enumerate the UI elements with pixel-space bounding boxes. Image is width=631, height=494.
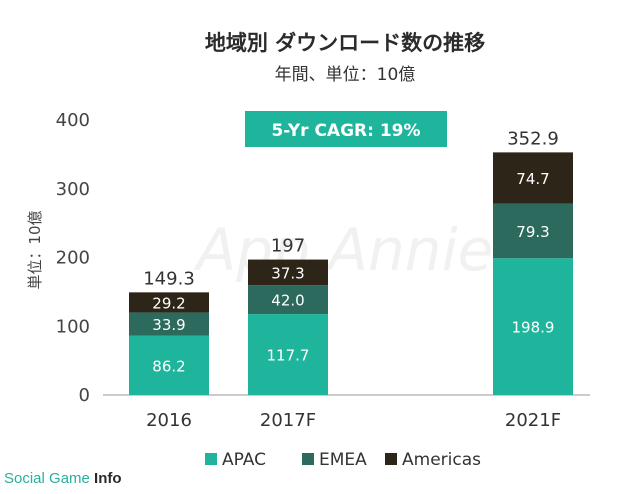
y-tick-label: 0 [79,385,90,406]
data-label: 37.3 [271,264,304,282]
watermark: App Annie [193,216,494,284]
bar-segment-emea [493,203,573,259]
bar-segment-emea [248,285,328,315]
brand-logo: Social Game Info [4,470,122,487]
bar-segment-apac [248,314,328,395]
y-axis-label: 単位：10億 [26,210,44,289]
data-label: 42.0 [271,292,304,310]
data-label: 33.9 [152,316,185,334]
total-label: 197 [271,236,305,257]
bar-segment-americas [248,259,328,286]
y-tick-label: 100 [56,316,90,337]
y-tick-label: 200 [56,248,90,269]
bar-segment-americas [129,292,209,313]
y-tick-label: 300 [56,179,90,200]
legend-label: EMEA [319,450,367,470]
data-label: 74.7 [516,170,549,188]
data-label: 86.2 [152,357,185,375]
bar-segment-apac [493,258,573,395]
x-tick-label: 2021F [505,410,561,431]
total-label: 352.9 [507,128,559,149]
y-tick-label: 400 [56,110,90,131]
x-tick-label: 2016 [146,410,192,431]
legend-swatch-americas [385,453,397,465]
legend-swatch-emea [302,453,314,465]
data-label: 198.9 [512,319,555,337]
data-label: 117.7 [267,347,310,365]
legend-label: APAC [222,450,266,470]
total-label: 149.3 [143,268,195,289]
bar-segment-emea [129,312,209,336]
bar-segment-apac [129,335,209,395]
legend-swatch-apac [205,453,217,465]
chart-title: 地域別 ダウンロード数の推移 [205,31,485,55]
data-label: 79.3 [516,223,549,241]
cagr-badge [245,111,447,147]
bar-segment-americas [493,152,573,204]
x-tick-label: 2017F [260,410,316,431]
legend-label: Americas [402,450,481,470]
chart-subtitle: 年間、単位：10億 [275,65,416,85]
data-label: 29.2 [152,294,185,312]
cagr-text: 5-Yr CAGR: 19% [271,121,420,141]
